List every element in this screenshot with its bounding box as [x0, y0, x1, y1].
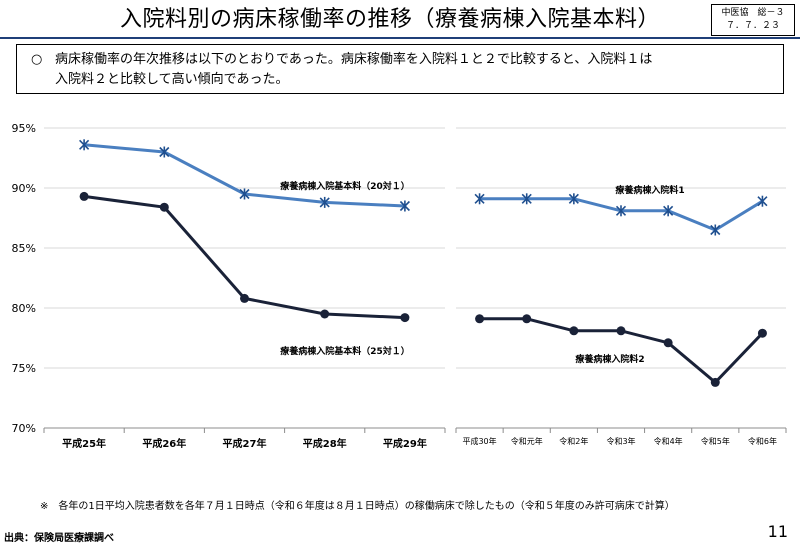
x-tick-label: 令和4年 [654, 436, 683, 446]
data-point [320, 309, 330, 319]
page-title: 入院料別の病床稼働率の推移（療養病棟入院基本料） [119, 7, 660, 32]
x-tick-label: 平成27年 [223, 437, 267, 450]
data-point [79, 191, 89, 201]
series-label: 療養病棟入院料2 [575, 353, 644, 365]
data-point [400, 313, 410, 323]
data-point [159, 202, 169, 212]
document-id-stamp: 中医協 総－３ ７．７．２３ [711, 4, 795, 36]
summary-line-2: 入院料２と比較して高い傾向であった。 [55, 72, 289, 87]
y-tick-label: 90% [12, 182, 36, 195]
x-tick-label: 平成26年 [142, 437, 186, 450]
data-point [757, 328, 767, 338]
series-label: 療養病棟入院基本料（25対１） [280, 345, 410, 357]
y-tick-label: 80% [12, 302, 36, 315]
x-tick-label: 令和6年 [748, 436, 777, 446]
data-point [475, 314, 485, 324]
data-point [522, 314, 532, 324]
data-point [569, 326, 579, 336]
series-label: 療養病棟入院料1 [615, 184, 684, 196]
data-point [663, 338, 673, 348]
stamp-date-line: ７．７．２３ [725, 21, 780, 31]
x-tick-label: 令和5年 [701, 436, 730, 446]
y-tick-label: 70% [12, 422, 36, 435]
data-point [616, 326, 626, 336]
footnote: ※ 各年の1日平均入院患者数を各年７月１日時点（令和６年度は８月１日時点）の稼働… [40, 501, 675, 512]
x-tick-label: 平成25年 [62, 437, 106, 450]
data-point [710, 377, 720, 387]
y-tick-label: 75% [12, 362, 36, 375]
data-point [240, 293, 249, 303]
x-tick-label: 令和3年 [606, 436, 635, 446]
x-tick-label: 令和2年 [559, 436, 588, 446]
x-tick-label: 平成28年 [303, 437, 347, 450]
summary-box: ○ 病床稼働率の年次推移は以下のとおりであった。病床稼働率を入院料１と２で比較す… [16, 44, 784, 94]
summary-bullet: ○ [31, 52, 43, 67]
x-tick-label: 令和元年 [511, 436, 543, 446]
stamp-committee-line: 中医協 総－３ [721, 8, 785, 18]
page-number: 11 [767, 522, 788, 541]
title-underline [0, 37, 800, 39]
series-label: 療養病棟入院基本料（20対１） [280, 180, 410, 192]
y-tick-label: 95% [12, 122, 36, 135]
summary-line-1: 病床稼働率の年次推移は以下のとおりであった。病床稼働率を入院料１と２で比較すると… [55, 52, 653, 67]
y-tick-label: 85% [12, 242, 36, 255]
x-tick-label: 平成30年 [462, 436, 496, 446]
x-tick-label: 平成29年 [383, 437, 427, 450]
source-note: 出典：保険局医療課調べ [4, 533, 114, 544]
